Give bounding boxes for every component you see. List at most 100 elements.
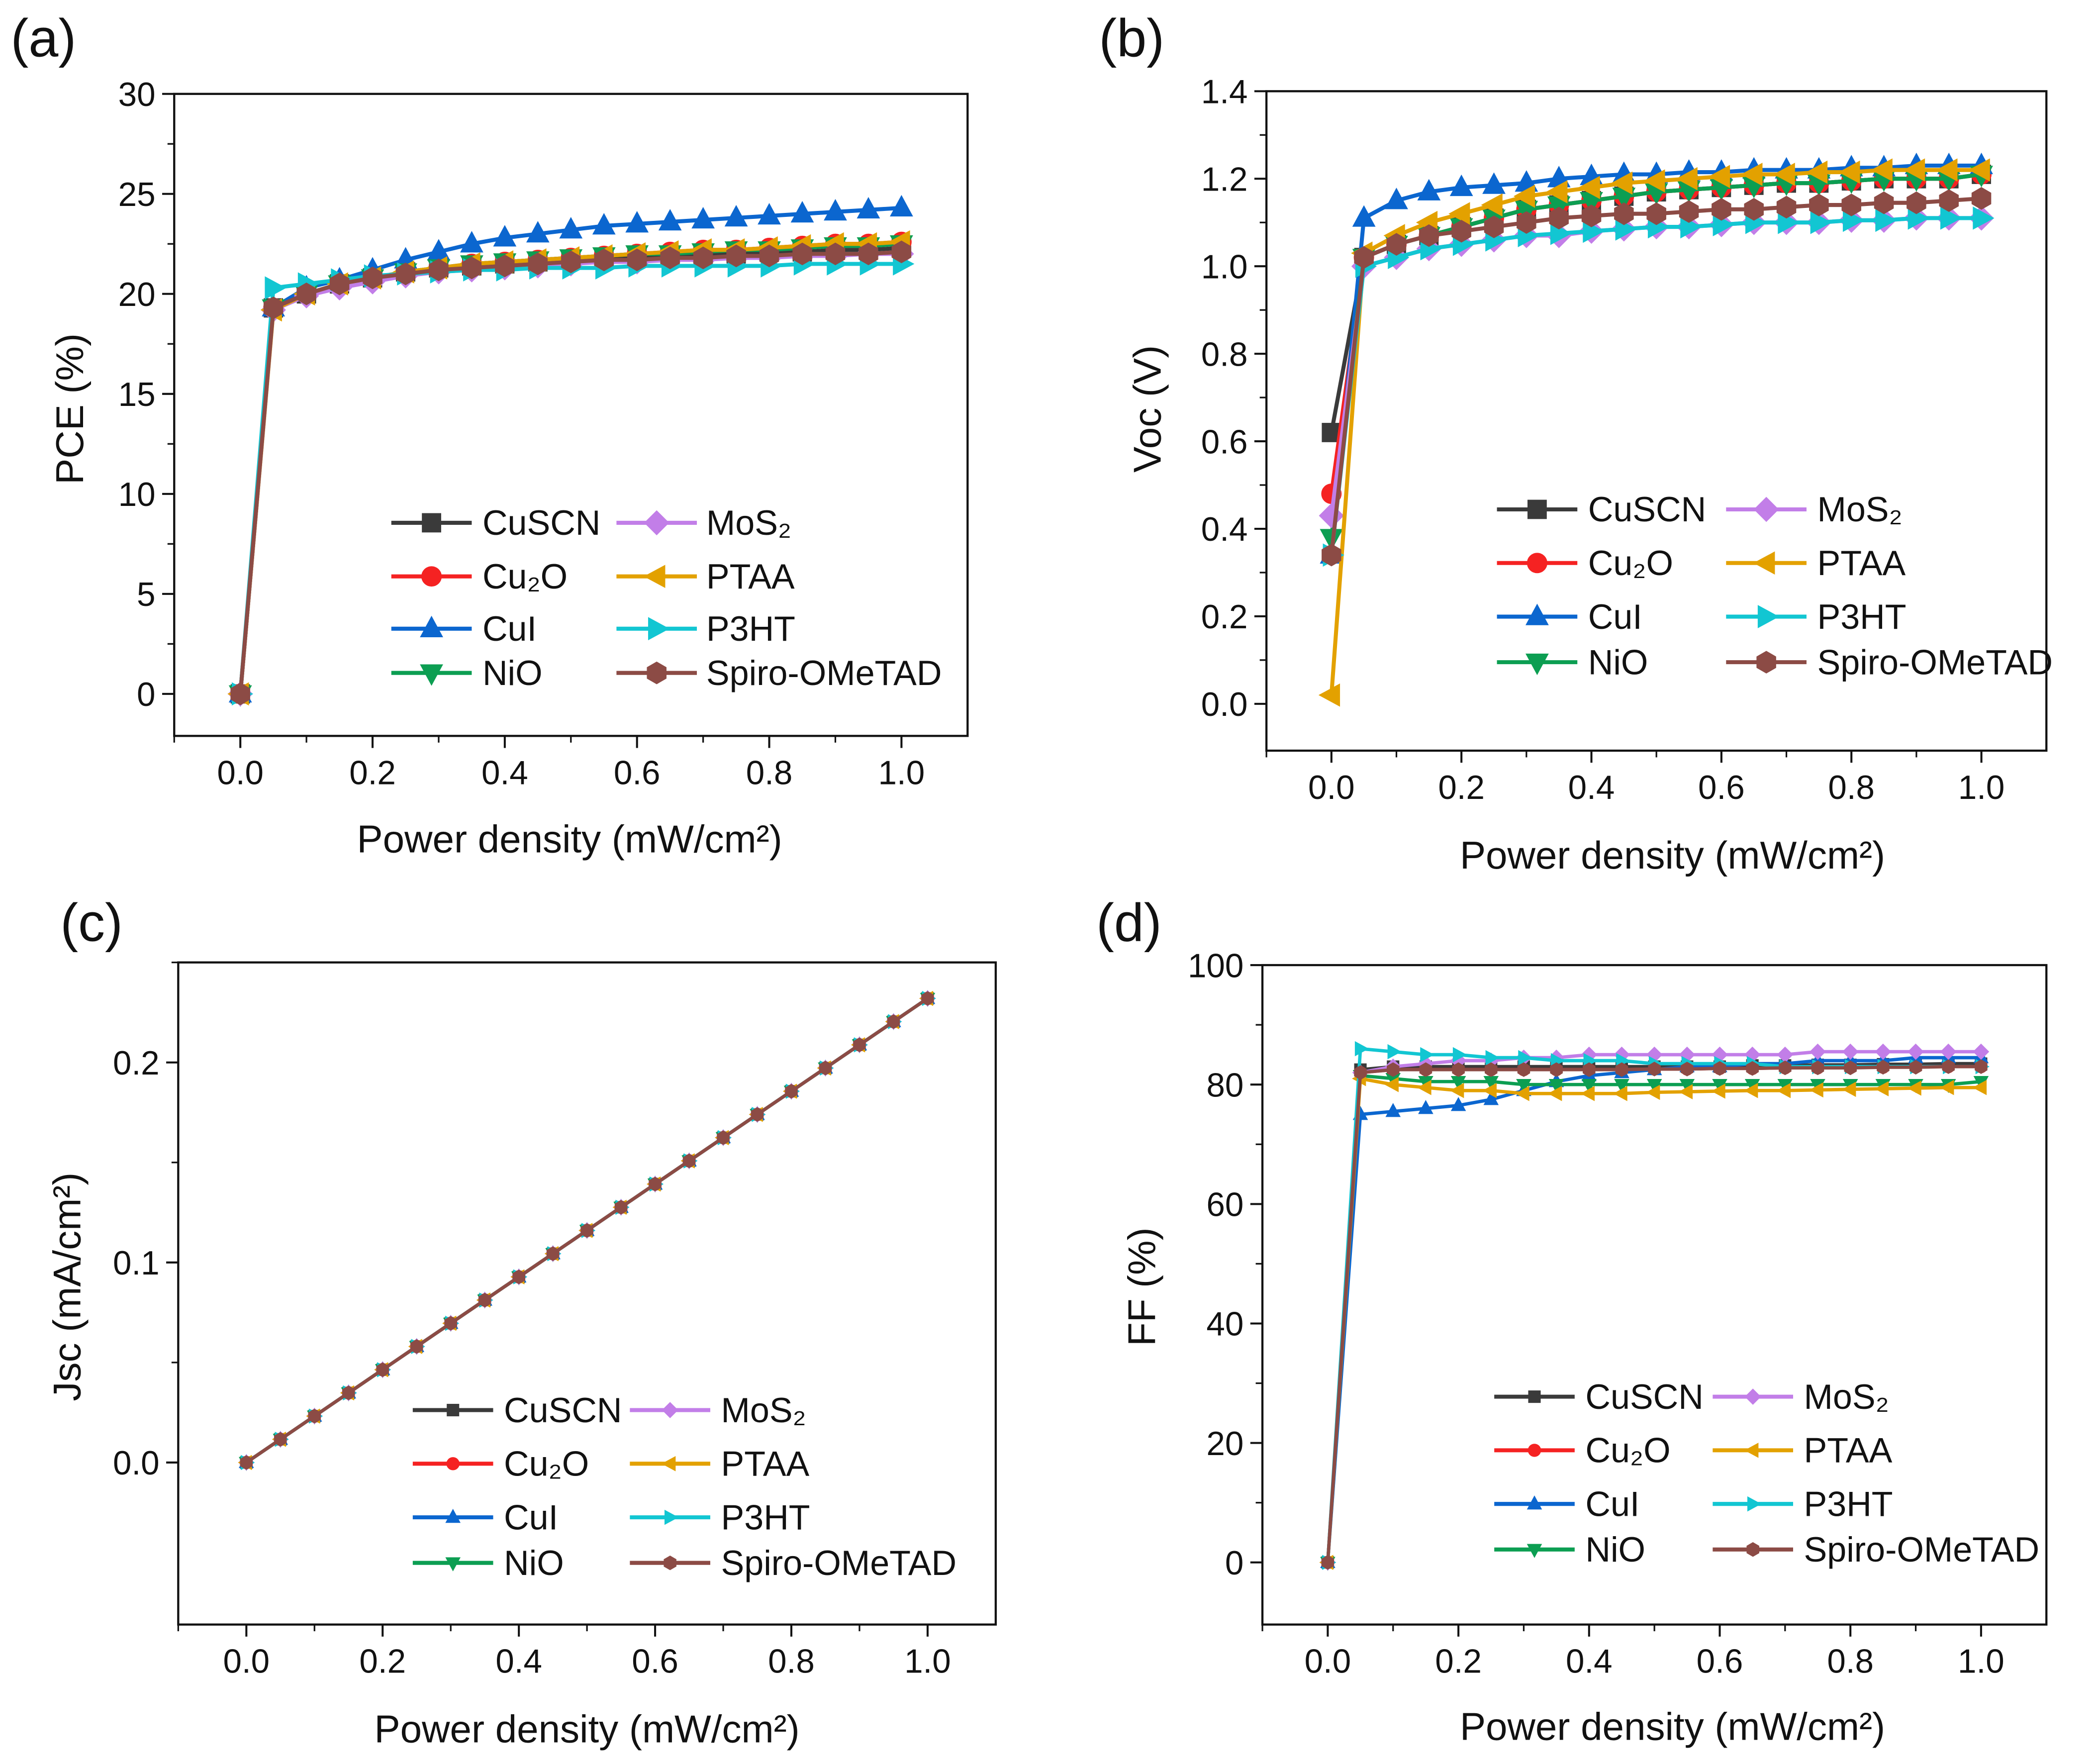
data-point [891,240,912,264]
data-point [1973,1043,1990,1060]
data-point [1385,188,1408,209]
data-point [559,217,583,239]
legend-label: PTAA [1817,544,1906,583]
legend-label: Spiro-OMeTAD [706,654,942,692]
legend-marker [1744,1388,1761,1405]
data-point [819,1061,832,1076]
legend-marker [421,566,442,587]
data-point [1972,1079,1987,1095]
data-point [1646,1079,1662,1093]
y-tick-label: 1.2 [1201,161,1248,198]
legend-label: NiO [1588,643,1648,682]
data-point [561,250,581,274]
data-point [660,246,680,270]
data-point [1517,1062,1530,1077]
data-point [1903,158,1925,182]
data-point [1385,1103,1401,1117]
y-tick-label: 0.1 [113,1245,160,1282]
data-point [1580,1085,1595,1101]
x-tick-label: 0.4 [1566,1643,1613,1680]
data-point [1387,1044,1402,1060]
data-point [1681,1062,1694,1077]
series-line [238,252,902,694]
data-point [512,1270,525,1284]
data-point [1485,1050,1500,1066]
legend-marker [445,1509,461,1523]
data-point [890,195,913,217]
data-point [308,1408,321,1424]
data-point [1874,1081,1889,1096]
data-point [785,1083,798,1099]
legend-label: Cu₂O [482,557,568,596]
data-point [1481,193,1503,217]
data-point [1613,1085,1627,1101]
data-point [1646,202,1666,225]
x-tick-label: 0.0 [223,1643,270,1680]
legend-marker [644,565,666,588]
data-point [1679,200,1699,223]
data-point [790,200,814,223]
data-point [1875,1043,1892,1060]
legend-label: NiO [1585,1530,1645,1569]
data-point [1419,224,1439,247]
data-point [1708,165,1730,189]
data-point [1810,1043,1826,1060]
data-point [580,1223,593,1238]
legend-marker [647,661,667,685]
data-point [1417,1079,1432,1095]
data-point [1874,191,1894,214]
data-point [627,248,647,272]
series-cuscn [230,238,911,704]
data-point [857,196,880,219]
data-point [1518,1050,1532,1066]
data-point [1942,1059,1955,1074]
series-nio [228,235,913,707]
y-axis-label: Jsc (mA/cm²) [45,1173,89,1401]
legend-label: PTAA [721,1445,810,1483]
legend-label: Cu₂O [1588,544,1673,583]
x-tick-label: 0.2 [1435,1643,1482,1680]
series-p3ht [231,252,915,706]
y-tick-label: 25 [118,176,156,213]
data-point [1546,180,1568,204]
data-point [274,1432,287,1447]
legend-label: CuI [482,609,537,648]
x-tick-label: 0.0 [1305,1643,1351,1680]
data-point [1741,163,1763,186]
data-point [1352,205,1376,227]
x-tick-label: 0.6 [1697,1643,1743,1680]
data-point [649,1176,662,1191]
data-point [853,1037,866,1053]
legend-label: P3HT [1817,597,1906,636]
y-tick-label: 20 [118,276,156,313]
data-point [825,242,846,266]
data-point [1450,1097,1466,1111]
legend-marker [422,513,441,533]
legend-marker [1526,603,1549,625]
legend: CuSCN Cu₂O CuI NiO MoS₂ PTAA P3HT Spiro-OMeTAD [391,503,942,692]
legend-label: MoS₂ [721,1391,806,1430]
data-point [546,1246,560,1261]
series-spiro [240,991,934,1470]
legend-label: CuI [1588,597,1642,636]
legend-marker [644,510,669,536]
data-point [1614,202,1634,225]
data-point [1513,185,1535,208]
data-point [1811,1060,1824,1076]
legend-label: PTAA [1804,1431,1893,1470]
data-point [1676,167,1698,191]
legend-marker [662,1456,676,1471]
data-point [1940,1043,1957,1060]
legend-label: NiO [504,1544,564,1582]
series-line [238,262,902,694]
data-point [1482,1082,1497,1098]
data-point [1418,1100,1433,1114]
x-axis-label: Power density (mW/cm²) [1460,833,1885,877]
data-point [1776,196,1797,219]
data-point [1322,543,1341,567]
data-point [1809,194,1829,216]
series-line [1329,216,1982,516]
x-tick-label: 0.0 [217,754,264,791]
data-point [1517,211,1536,234]
data-point [724,205,748,227]
